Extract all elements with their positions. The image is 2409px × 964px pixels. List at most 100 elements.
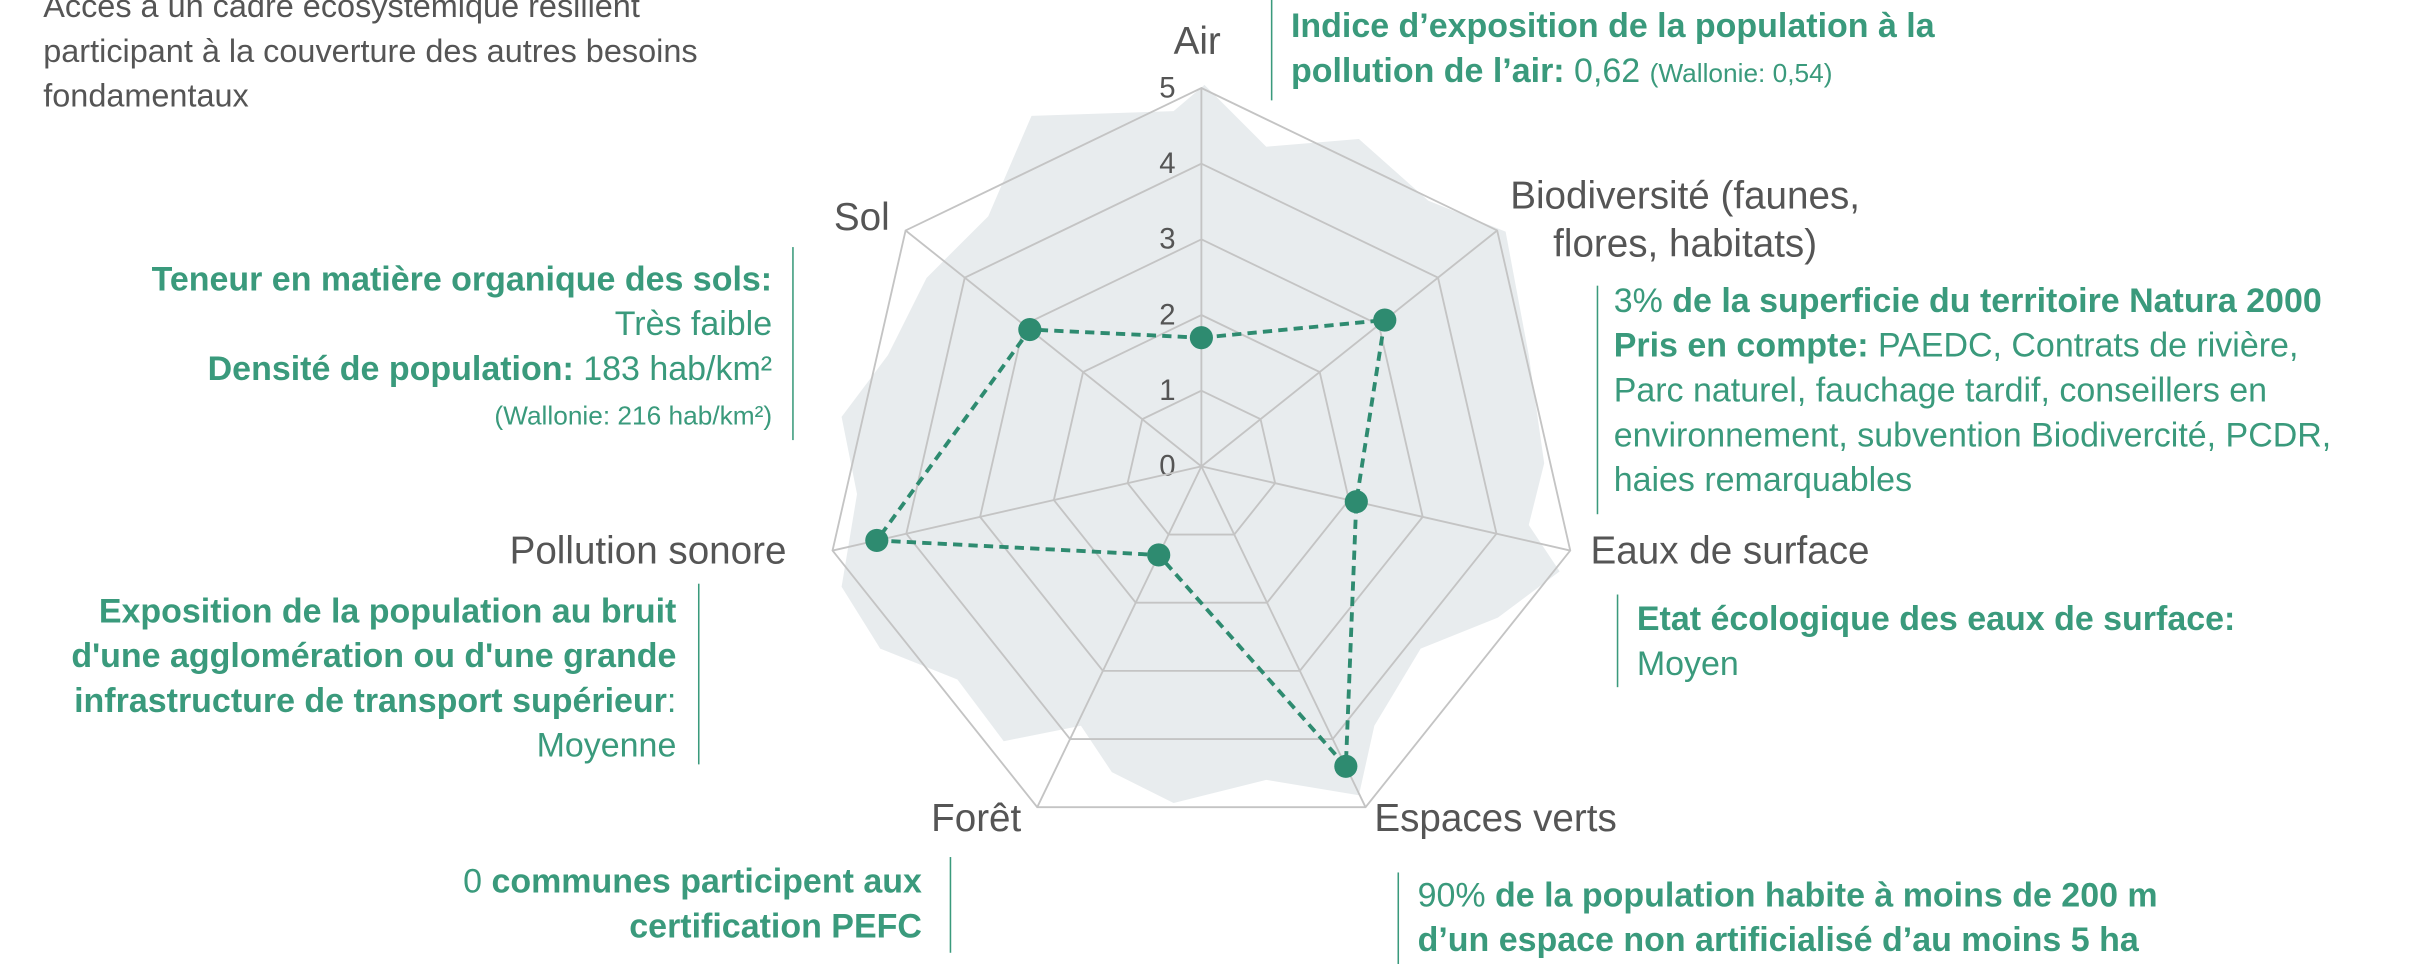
axis-label: Air	[1173, 20, 1221, 64]
data-point	[1147, 543, 1171, 567]
annotation-line: 3% de la superficie du territoire Natura…	[1614, 278, 2332, 323]
annotation-text: 0,62	[1564, 50, 1650, 90]
annotation-rule	[1596, 285, 1599, 515]
annotation-line: Parc naturel, fauchage tardif, conseille…	[1614, 368, 2332, 413]
annotation-line: environnement, subvention Biodivercité, …	[1614, 412, 2332, 457]
annotation-text: PAEDC, Contrats de rivière,	[1868, 325, 2299, 365]
annotation-text: certification PEFC	[629, 906, 922, 946]
annotation-line: Moyenne	[71, 723, 677, 768]
r-tick-label: 4	[1159, 147, 1175, 180]
annotation-text: Indice d’exposition de la population à l…	[1290, 6, 1935, 45]
annotation-text: Exposition de la population au bruit	[98, 591, 677, 631]
grid-ring	[831, 86, 1572, 809]
subtitle-line: participant à la couverture des autres b…	[43, 33, 698, 70]
axis-label: Forêt	[931, 796, 1022, 841]
annotation-line: Teneur en matière organique des sols:	[152, 256, 772, 301]
axis-label: Biodiversité (faunes, flores, habitats)	[1510, 174, 1861, 266]
annotation-line: d'une agglomération ou d'une grande	[71, 633, 676, 678]
annotation-line: (Wallonie: 216 hab/km²)	[152, 391, 772, 439]
annotation-line: haies remarquables	[1614, 457, 2332, 502]
annotation-text: Etat écologique des eaux de surface:	[1636, 599, 2236, 638]
annotation-text: Moyenne	[536, 725, 677, 765]
data-point	[1373, 308, 1397, 332]
annotation-rule	[1270, 0, 1273, 101]
annotation-text: (Wallonie: 216 hab/km²)	[494, 401, 773, 431]
data-point	[1344, 490, 1368, 514]
annotation-text: Parc naturel, fauchage tardif, conseille…	[1613, 370, 2268, 410]
grid-ring	[979, 238, 1424, 672]
annotation-text: Densité de population:	[207, 348, 574, 388]
data-line	[873, 317, 1388, 772]
annotation-line: Pris en compte: PAEDC, Contrats de riviè…	[1614, 323, 2332, 368]
annotation-text: d'une agglomération ou d'une grande	[71, 636, 677, 675]
annotation: 3% de la superficie du territoire Natura…	[1614, 278, 2332, 502]
subtitle-line: Accès à un cadre écosystémique résilient	[43, 0, 640, 25]
axis-label: Eaux de surface	[1590, 529, 1870, 573]
annotation: Teneur en matière organique des sols: Trè…	[152, 256, 772, 438]
annotation-rule	[1397, 872, 1400, 964]
annotation: 90% de la population habite à moins de 2…	[1418, 872, 2158, 962]
annotation-line: pollution de l’air: 0,62 (Wallonie: 0,54…	[1291, 48, 1935, 96]
r-tick-label: 5	[1159, 71, 1175, 104]
annotation: Indice d’exposition de la population à l…	[1291, 3, 1935, 96]
annotation-text: infrastructure de transport supérieur	[74, 680, 667, 720]
annotation-line: certification PEFC	[463, 903, 922, 948]
annotation-line: Etat écologique des eaux de surface:	[1637, 596, 2235, 641]
axis-label: Sol	[833, 196, 890, 240]
annotation-text: haies remarquables	[1613, 460, 1913, 499]
spoke	[1200, 465, 1367, 808]
annotation-line: 90% de la population habite à moins de 2…	[1418, 872, 2158, 917]
annotation-text: 3%	[1613, 281, 1673, 320]
annotation-rule	[1616, 594, 1619, 688]
data-point	[1018, 317, 1042, 342]
subtitle-line: fondamentaux	[43, 78, 249, 115]
grid-ring	[1126, 389, 1277, 536]
data-point	[1189, 326, 1213, 350]
annotation-text: pollution de l’air:	[1290, 50, 1565, 90]
axis-label: Espaces verts	[1374, 796, 1617, 841]
axis-label: Pollution sonore	[509, 529, 787, 573]
annotation-line: Indice d’exposition de la population à l…	[1291, 3, 1935, 48]
r-tick-label: 0	[1159, 450, 1175, 483]
annotation-text: Moyen	[1636, 643, 1739, 683]
r-tick-label: 1	[1159, 374, 1175, 407]
annotation-text: 90%	[1417, 875, 1496, 915]
annotation-text: communes participent aux	[491, 861, 922, 901]
annotation-text: environnement, subvention Biodivercité, …	[1613, 415, 2332, 454]
annotation-line: 0 communes participent aux	[463, 859, 922, 904]
annotation-rule	[792, 247, 794, 441]
r-tick-label: 3	[1159, 223, 1175, 256]
annotation-rule	[949, 857, 952, 953]
annotation: 0 communes participent aux certification …	[463, 859, 922, 949]
annotation-text: de la superficie du territoire Natura 20…	[1672, 281, 2322, 320]
r-tick-label: 2	[1159, 298, 1175, 331]
annotation-line: infrastructure de transport supérieur:	[71, 678, 676, 723]
annotation-text: Teneur en matière organique des sols:	[151, 259, 773, 299]
annotation-rule	[697, 583, 700, 765]
annotation-line: Très faible	[152, 301, 772, 346]
grid-ring	[905, 162, 1498, 740]
annotation-text: d’un espace non artificialisé d’au moins…	[1417, 920, 2139, 959]
annotation-text: Pris en compte:	[1613, 325, 1869, 365]
spoke	[832, 465, 1202, 552]
annotation-text: (Wallonie: 0,54)	[1649, 58, 1833, 89]
annotation-line: Exposition de la population au bruit	[71, 588, 677, 633]
data-point	[865, 528, 889, 553]
annotation-line: d’un espace non artificialisé d’au moins…	[1418, 917, 2158, 962]
annotation: Etat écologique des eaux de surface: Moye…	[1637, 596, 2235, 686]
subtitle: Accès à un cadre écosystémique résilient…	[43, 0, 697, 119]
annotation-text: :	[666, 680, 677, 720]
annotation-text: Très faible	[614, 304, 773, 343]
spoke	[1200, 229, 1498, 468]
spoke	[1201, 465, 1571, 552]
spoke	[1036, 465, 1203, 808]
spoke	[905, 229, 1202, 468]
data-point	[1334, 754, 1358, 778]
annotation-line: Moyen	[1637, 641, 2235, 686]
annotation-text: 183 hab/km²	[573, 348, 773, 388]
annotation: Exposition de la population au bruit d'un…	[71, 588, 676, 767]
annotation-text: de la population habite à moins de 200 m	[1495, 875, 2158, 915]
